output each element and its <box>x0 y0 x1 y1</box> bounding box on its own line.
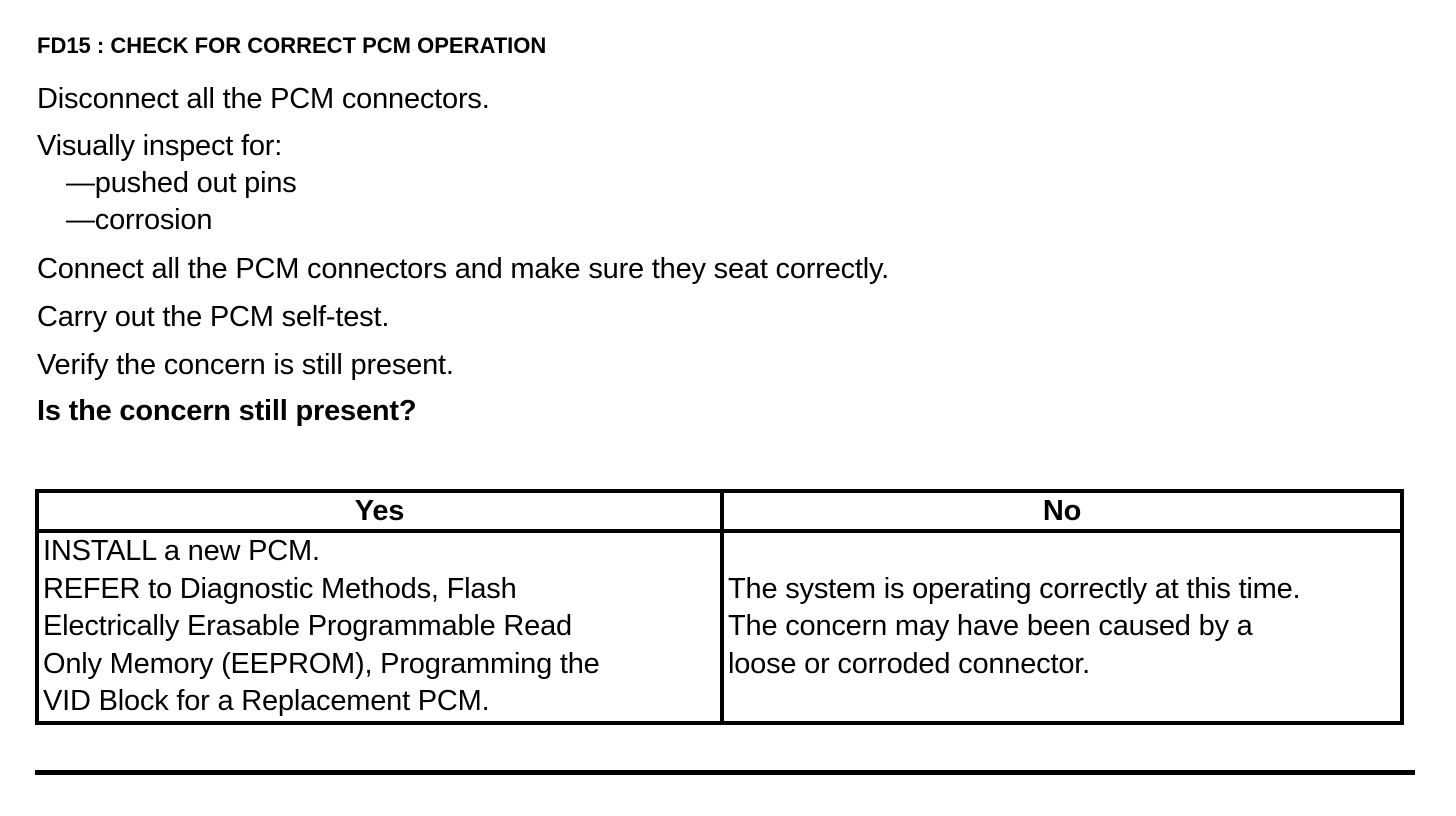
page-title: FD15 : CHECK FOR CORRECT PCM OPERATION <box>37 33 547 58</box>
question-text: Is the concern still present? <box>37 395 417 427</box>
inspect-item: —pushed out pins <box>66 167 297 199</box>
section-divider <box>35 770 1415 775</box>
no-line: The concern may have been caused by a <box>728 610 1253 642</box>
step-text: Connect all the PCM connectors and make … <box>37 253 890 285</box>
step-text: Carry out the PCM self-test. <box>37 301 390 333</box>
step-text: Verify the concern is still present. <box>37 349 454 381</box>
yes-cell: INSTALL a new PCM. REFER to Diagnostic M… <box>35 529 724 725</box>
no-line: The system is operating correctly at thi… <box>728 572 1301 605</box>
yes-line: INSTALL a new PCM. <box>43 535 320 567</box>
header-yes: Yes <box>35 489 724 533</box>
result-table: Yes No INSTALL a new PCM. REFER to Diagn… <box>35 489 1404 725</box>
header-no: No <box>720 489 1404 533</box>
step-text: Visually inspect for: <box>37 130 283 162</box>
inspect-item: —corrosion <box>66 204 213 236</box>
no-line: loose or corroded connector. <box>728 647 1090 680</box>
yes-line: REFER to Diagnostic Methods, Flash <box>43 572 517 605</box>
yes-line: Only Memory (EEPROM), Programming the <box>43 647 600 680</box>
no-cell: The system is operating correctly at thi… <box>720 529 1404 725</box>
yes-line: VID Block for a Replacement PCM. <box>43 685 490 717</box>
step-text: Disconnect all the PCM connectors. <box>37 83 490 115</box>
yes-line: Electrically Erasable Programmable Read <box>43 610 572 642</box>
